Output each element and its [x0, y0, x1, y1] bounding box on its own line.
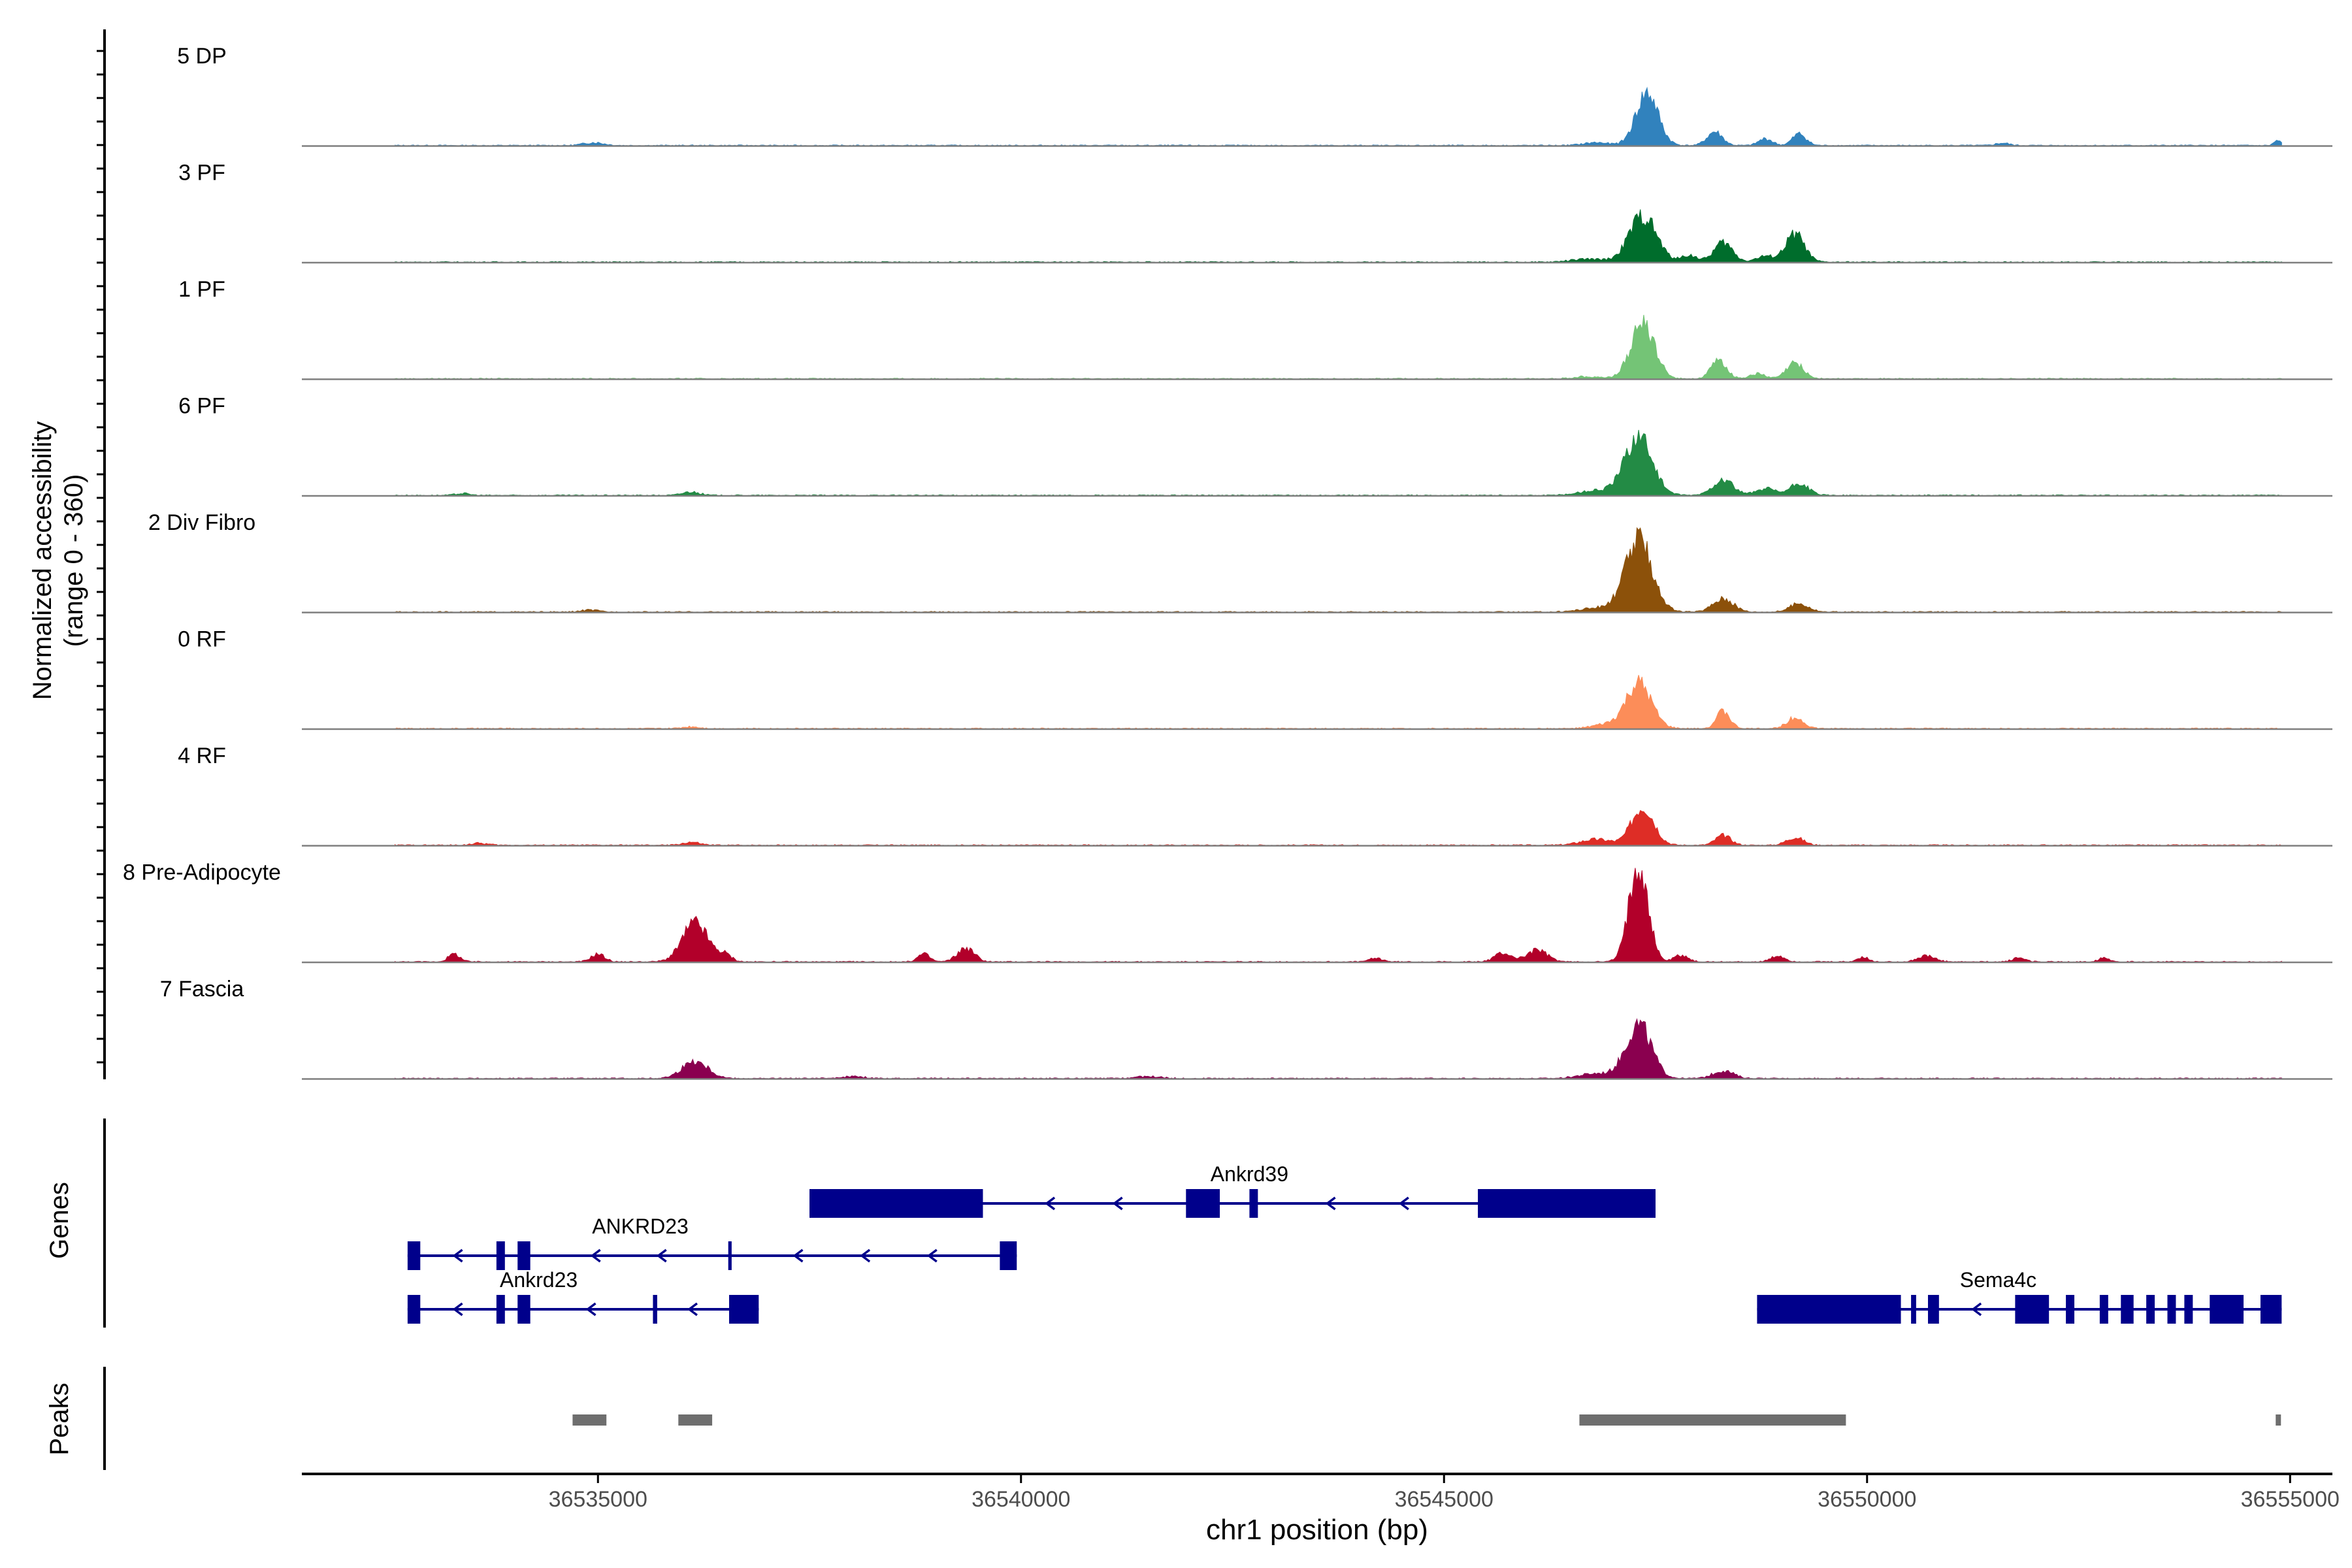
strand-arrow — [585, 1302, 596, 1316]
exon-block — [1478, 1189, 1656, 1218]
track-label: 8 Pre-Adipocyte — [123, 860, 281, 885]
exon-block — [1000, 1241, 1017, 1270]
x-axis-title: chr1 position (bp) — [1206, 1514, 1428, 1546]
gene-annotation-panel: Ankrd39 ANKRD23 Ankrd23 Sema4c — [407, 1162, 2282, 1324]
track-label: 7 Fascia — [160, 977, 244, 1002]
strand-arrow — [792, 1249, 804, 1263]
gene-label: Ankrd39 — [1211, 1162, 1288, 1186]
x-tick-label: 36545000 — [1395, 1487, 1494, 1512]
coverage-area — [395, 675, 2282, 730]
x-tick-label: 36550000 — [1818, 1487, 1916, 1512]
coverage-area — [395, 809, 2282, 847]
x-tick-label: 36555000 — [2241, 1487, 2340, 1512]
track-3-pf: 3 PF — [178, 161, 2332, 264]
coverage-area — [395, 86, 2282, 147]
gene-ankrd39: Ankrd39 — [809, 1162, 1656, 1218]
exon-block — [2167, 1295, 2176, 1324]
exon-block — [2121, 1295, 2134, 1324]
strand-arrow — [1325, 1196, 1336, 1211]
x-axis: 36535000 36540000 36545000 36550000 36555000 — [97, 29, 2340, 1512]
peaks-panel — [572, 1414, 2281, 1426]
track-label: 1 PF — [178, 277, 225, 302]
exon-block — [2015, 1295, 2050, 1324]
exon-block — [496, 1295, 505, 1324]
track-label: 4 RF — [178, 743, 226, 768]
coverage-area — [395, 314, 2282, 380]
exon-block — [1927, 1295, 1939, 1324]
track-label: 0 RF — [178, 627, 226, 652]
strand-arrow — [1112, 1196, 1123, 1211]
track-7-fascia: 7 Fascia — [160, 977, 2332, 1080]
exon-block — [653, 1295, 657, 1324]
track-label: 3 PF — [178, 161, 225, 186]
y-axis-title-line2: (range 0 - 360) — [59, 474, 88, 647]
exon-block — [517, 1295, 531, 1324]
exon-block — [1911, 1295, 1916, 1324]
exon-block — [407, 1241, 421, 1270]
exon-block — [496, 1241, 505, 1270]
exon-block — [1249, 1189, 1258, 1218]
gene-label: ANKRD23 — [592, 1215, 689, 1238]
strand-arrow — [687, 1302, 698, 1316]
strand-arrow — [1045, 1196, 1056, 1211]
peak-region — [572, 1414, 607, 1426]
exon-block — [728, 1241, 732, 1270]
x-tick-label: 36540000 — [972, 1487, 1070, 1512]
coverage-area — [395, 527, 2282, 613]
peak-region — [678, 1414, 713, 1426]
gene-ankrd23: ANKRD23 — [407, 1215, 1017, 1270]
exon-block — [2184, 1295, 2193, 1324]
peak-region — [2276, 1414, 2281, 1426]
strand-arrow — [452, 1302, 463, 1316]
track-8-pre-adipocyte: 8 Pre-Adipocyte — [123, 860, 2332, 964]
track-1-pf: 1 PF — [178, 277, 2332, 380]
gene-label: Ankrd23 — [500, 1268, 578, 1292]
gene-ankrd23: Ankrd23 — [407, 1268, 759, 1324]
exon-block — [2099, 1295, 2108, 1324]
exon-block — [517, 1241, 531, 1270]
strand-arrow — [1971, 1302, 1982, 1316]
strand-arrow — [452, 1249, 463, 1263]
exon-block — [1757, 1295, 1901, 1324]
coverage-area — [395, 209, 2282, 263]
coverage-area — [395, 868, 2282, 963]
x-tick-label: 36535000 — [549, 1487, 647, 1512]
exon-block — [2066, 1295, 2075, 1324]
gene-label: Sema4c — [1960, 1268, 2036, 1292]
exon-block — [1186, 1189, 1220, 1218]
genes-panel-label: Genes — [45, 1182, 74, 1259]
coverage-tracks: 5 DP 3 PF 1 PF 6 PF 2 Div Fibro 0 RF 4 RF 8 Pre… — [123, 44, 2332, 1080]
track-5-dp: 5 DP — [177, 44, 2332, 147]
exon-block — [2146, 1295, 2155, 1324]
strand-arrow — [656, 1249, 667, 1263]
peak-region — [1579, 1414, 1846, 1426]
exon-block — [728, 1295, 759, 1324]
coverage-area — [395, 1018, 2282, 1080]
track-6-pf: 6 PF — [178, 394, 2332, 497]
gene-sema4c: Sema4c — [1757, 1268, 2282, 1324]
track-label: 2 Div Fibro — [148, 510, 255, 535]
track-4-rf: 4 RF — [178, 743, 2332, 847]
strand-arrow — [926, 1249, 938, 1263]
track-2-div-fibro: 2 Div Fibro — [148, 510, 2332, 613]
track-0-rf: 0 RF — [178, 627, 2332, 730]
track-label: 6 PF — [178, 394, 225, 419]
peaks-panel-label: Peaks — [45, 1382, 74, 1455]
coverage-area — [395, 430, 2282, 497]
track-label: 5 DP — [177, 44, 227, 69]
exon-block — [809, 1189, 983, 1218]
exon-block — [407, 1295, 421, 1324]
strand-arrow — [860, 1249, 871, 1263]
y-axis-title-line1: Normalized accessibility — [28, 421, 57, 700]
exon-block — [2210, 1295, 2244, 1324]
exon-block — [2260, 1295, 2282, 1324]
strand-arrow — [590, 1249, 601, 1263]
strand-arrow — [1398, 1196, 1409, 1211]
